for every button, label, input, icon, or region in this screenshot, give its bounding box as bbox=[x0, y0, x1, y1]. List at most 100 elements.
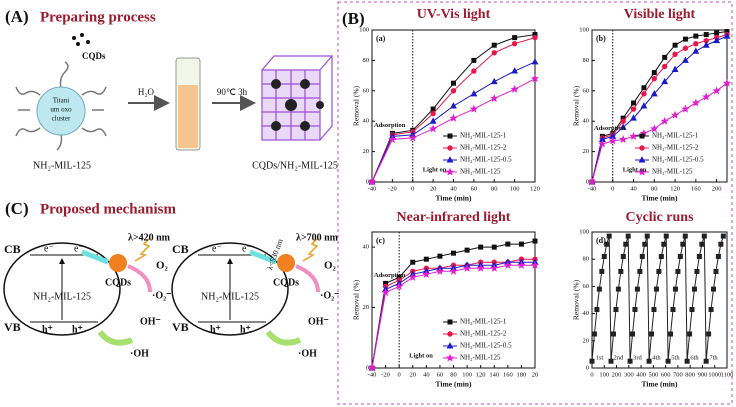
marker bbox=[692, 47, 700, 54]
marker bbox=[619, 123, 627, 130]
light-label: λ>420 nm bbox=[128, 232, 171, 243]
marker bbox=[653, 286, 659, 292]
marker bbox=[708, 307, 714, 313]
annotation: 2nd bbox=[614, 354, 625, 361]
panel-label: (C) bbox=[5, 199, 29, 218]
x-tick-label: -40 bbox=[368, 185, 377, 192]
hole: h⁺ bbox=[240, 324, 251, 335]
x-tick-label: 20 bbox=[410, 371, 417, 378]
superoxide-label: ·O₂⁻ bbox=[152, 290, 171, 301]
panel-letter: (c) bbox=[376, 236, 385, 245]
marker bbox=[702, 92, 711, 101]
marker bbox=[713, 268, 719, 274]
radical-label: ·OH bbox=[130, 348, 149, 359]
y-axis-label: Removal (%) bbox=[352, 85, 361, 126]
marker bbox=[646, 358, 652, 364]
y-axis-label: Removal (%) bbox=[572, 279, 581, 320]
marker bbox=[691, 98, 701, 107]
marker bbox=[423, 256, 429, 262]
x-tick-label: 80 bbox=[651, 185, 658, 192]
marker bbox=[682, 233, 688, 239]
cqd-dots bbox=[72, 33, 90, 46]
marker bbox=[701, 233, 707, 239]
marker bbox=[388, 135, 397, 143]
marker bbox=[618, 268, 624, 274]
electron: e⁻ bbox=[242, 243, 252, 254]
legend-marker bbox=[446, 156, 454, 163]
marker bbox=[682, 36, 688, 42]
marker bbox=[642, 241, 648, 247]
o2-label: O₂ bbox=[324, 260, 337, 272]
y-tick-label: 20 bbox=[363, 304, 370, 311]
x-tick-label: 600 bbox=[661, 371, 671, 378]
marker bbox=[469, 104, 479, 113]
x-tick-label: 40 bbox=[630, 185, 637, 192]
marker bbox=[428, 124, 438, 133]
legend-label: NH₂-MIL-125-2 bbox=[460, 330, 507, 338]
y-tick-label: 40 bbox=[363, 118, 370, 125]
cluster-label: um oxo bbox=[50, 106, 72, 114]
marker bbox=[591, 331, 597, 337]
y-tick-label: 100 bbox=[579, 228, 589, 235]
reduction-arrow bbox=[295, 264, 320, 293]
cb-label: CB bbox=[172, 242, 189, 256]
oxidation-arrow bbox=[265, 330, 302, 346]
chart-title: Near-infrared light bbox=[397, 210, 511, 225]
y-tick-label: 40 bbox=[363, 244, 370, 251]
y-tick-label: 0 bbox=[586, 364, 589, 371]
x-tick-label: 60 bbox=[437, 371, 444, 378]
cqd-sphere bbox=[277, 254, 295, 272]
x-tick-label: -20 bbox=[388, 185, 397, 192]
marker bbox=[651, 307, 657, 313]
annotation: Adsorption bbox=[594, 125, 626, 132]
marker bbox=[490, 94, 499, 102]
x-tick-label: 200 bbox=[712, 185, 722, 192]
legend-label: NH₂-MIL-125-1 bbox=[460, 318, 507, 326]
marker bbox=[720, 233, 726, 239]
x-axis-label: Time (min) bbox=[642, 380, 678, 389]
marker bbox=[670, 110, 680, 119]
marker bbox=[660, 116, 669, 125]
x-tick-label: 20 bbox=[430, 185, 437, 192]
marker bbox=[451, 80, 456, 86]
chart-title: Cyclic runs bbox=[625, 210, 694, 225]
marker bbox=[649, 331, 655, 337]
marker bbox=[630, 106, 637, 112]
x-tick-label: 700 bbox=[673, 371, 683, 378]
panel-letter: (b) bbox=[596, 34, 606, 43]
marker bbox=[511, 40, 518, 47]
marker bbox=[630, 331, 635, 337]
legend-marker bbox=[637, 167, 647, 176]
y-axis-label: Removal (%) bbox=[352, 279, 361, 320]
y-tick-label: 40 bbox=[583, 310, 590, 317]
marker bbox=[435, 266, 445, 275]
marker bbox=[630, 114, 637, 121]
marker bbox=[693, 40, 699, 47]
marker bbox=[714, 30, 720, 36]
marker bbox=[589, 358, 595, 364]
marker bbox=[471, 68, 477, 74]
electron-transfer bbox=[81, 249, 109, 265]
legend-marker bbox=[447, 319, 453, 325]
series-line bbox=[371, 264, 535, 369]
marker bbox=[703, 358, 709, 364]
precursor-label: NH₂-MIL-125 bbox=[33, 160, 91, 171]
marker bbox=[699, 241, 705, 247]
annotation: 4th bbox=[652, 354, 661, 361]
y-tick-label: 100 bbox=[359, 26, 369, 33]
marker bbox=[517, 260, 526, 269]
legend-label: NH₂-MIL-125 bbox=[460, 168, 501, 176]
marker bbox=[682, 56, 689, 63]
marker bbox=[594, 307, 600, 313]
x-tick-label: 80 bbox=[491, 185, 498, 192]
marker bbox=[613, 307, 619, 313]
marker bbox=[615, 286, 621, 292]
marker bbox=[677, 253, 683, 259]
x-tick-label: 40 bbox=[423, 371, 430, 378]
marker bbox=[530, 260, 540, 269]
marker bbox=[478, 244, 484, 250]
o2-label: O₂ bbox=[156, 260, 169, 272]
x-tick-label: 140 bbox=[489, 371, 499, 378]
legend-marker bbox=[447, 133, 453, 139]
